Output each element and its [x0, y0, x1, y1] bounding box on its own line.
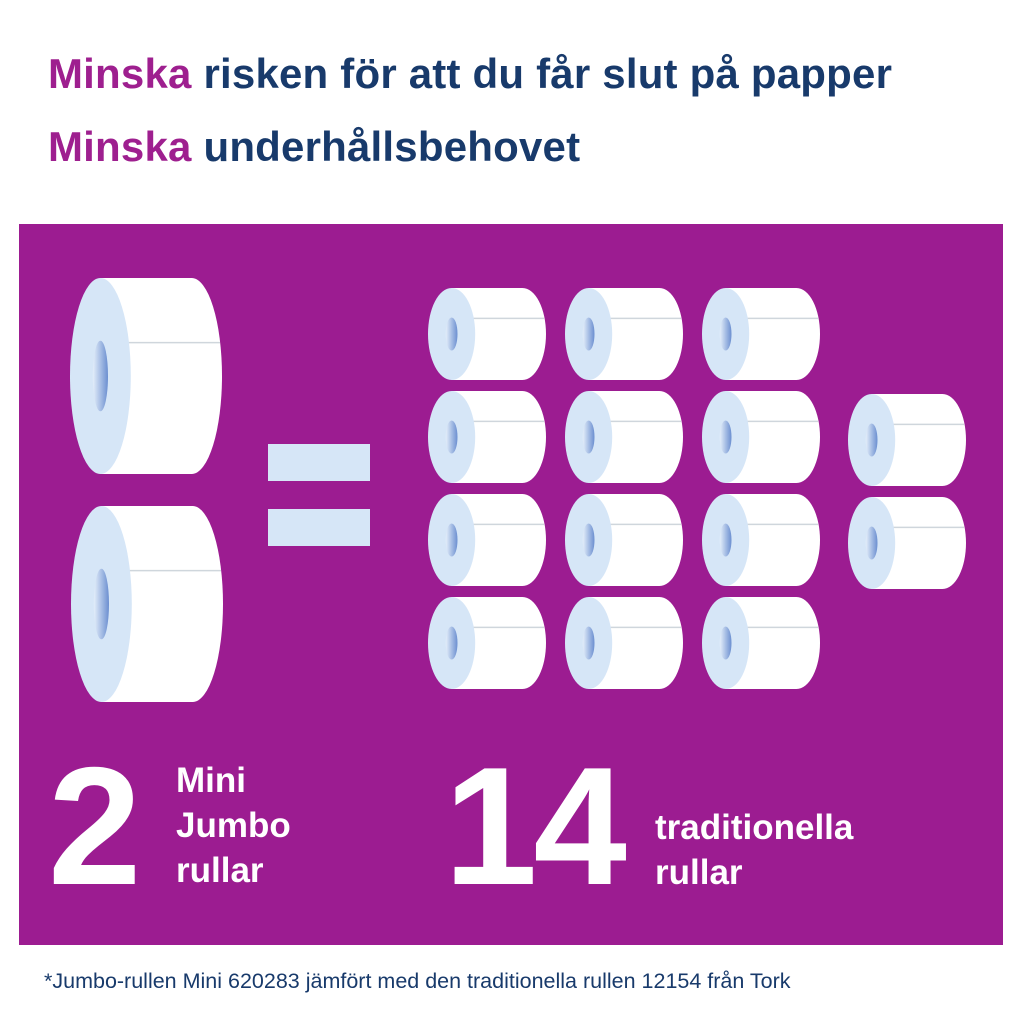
roll-body	[725, 391, 821, 483]
traditional-roll	[565, 494, 684, 586]
roll-body	[588, 391, 684, 483]
equals-sign-bar-bottom	[268, 509, 370, 546]
traditional-roll	[428, 391, 547, 483]
roll-core-hole	[92, 340, 108, 412]
label-line: Jumbo	[176, 806, 291, 845]
roll-body	[871, 497, 967, 589]
roll-body	[725, 597, 821, 689]
traditional-roll	[565, 288, 684, 380]
mini-jumbo-roll	[70, 278, 222, 474]
traditional-roll	[702, 494, 821, 586]
mini-jumbo-label: Mini Jumbo rullar	[176, 758, 291, 893]
roll-body	[588, 288, 684, 380]
headline-accent: Minska	[48, 123, 192, 170]
traditional-roll	[702, 391, 821, 483]
roll-core-hole	[445, 420, 458, 454]
label-line: rullar	[655, 853, 743, 892]
headline-accent: Minska	[48, 50, 192, 97]
label-line: Mini	[176, 761, 246, 800]
traditional-roll	[848, 497, 967, 589]
traditional-label: traditionella rullar	[655, 805, 853, 895]
roll-core-hole	[93, 568, 109, 640]
traditional-roll	[428, 288, 547, 380]
traditional-count: 14	[444, 732, 627, 920]
roll-body	[451, 494, 547, 586]
roll-core-hole	[719, 626, 732, 660]
headline-text: underhållsbehovet	[203, 123, 581, 170]
roll-core-hole	[582, 523, 595, 557]
roll-core-hole	[719, 420, 732, 454]
roll-core-hole	[865, 526, 878, 560]
roll-body	[871, 394, 967, 487]
equals-sign-bar-top	[268, 444, 370, 481]
roll-core-hole	[445, 626, 458, 660]
headline-text: risken för att du får slut på papper	[203, 50, 893, 97]
roll-core-hole	[865, 423, 878, 457]
traditional-roll	[565, 597, 684, 689]
roll-core-hole	[719, 523, 732, 557]
traditional-roll	[428, 494, 547, 586]
traditional-roll	[702, 597, 821, 689]
footnote: *Jumbo-rullen Mini 620283 jämfört med de…	[44, 969, 791, 993]
roll-body	[725, 494, 821, 586]
headline-line-1: Minska risken för att du får slut på pap…	[48, 50, 892, 98]
traditional-roll	[428, 597, 547, 689]
roll-body	[100, 278, 222, 474]
roll-body	[451, 391, 547, 483]
roll-body	[101, 506, 224, 702]
headline-line-2: Minska underhållsbehovet	[48, 123, 580, 171]
label-line: traditionella	[655, 808, 854, 847]
roll-body	[588, 597, 684, 689]
traditional-roll	[565, 391, 684, 483]
roll-body	[588, 494, 684, 586]
roll-body	[451, 597, 547, 689]
roll-body	[451, 288, 547, 380]
roll-core-hole	[582, 317, 595, 351]
roll-core-hole	[719, 317, 732, 351]
traditional-roll	[702, 288, 821, 380]
roll-core-hole	[445, 317, 458, 351]
label-line: rullar	[176, 851, 264, 890]
roll-core-hole	[582, 626, 595, 660]
mini-jumbo-count: 2	[48, 732, 141, 920]
mini-jumbo-roll	[71, 506, 224, 702]
roll-core-hole	[445, 523, 458, 557]
roll-core-hole	[582, 420, 595, 454]
roll-body	[725, 288, 821, 380]
traditional-roll	[848, 394, 967, 487]
